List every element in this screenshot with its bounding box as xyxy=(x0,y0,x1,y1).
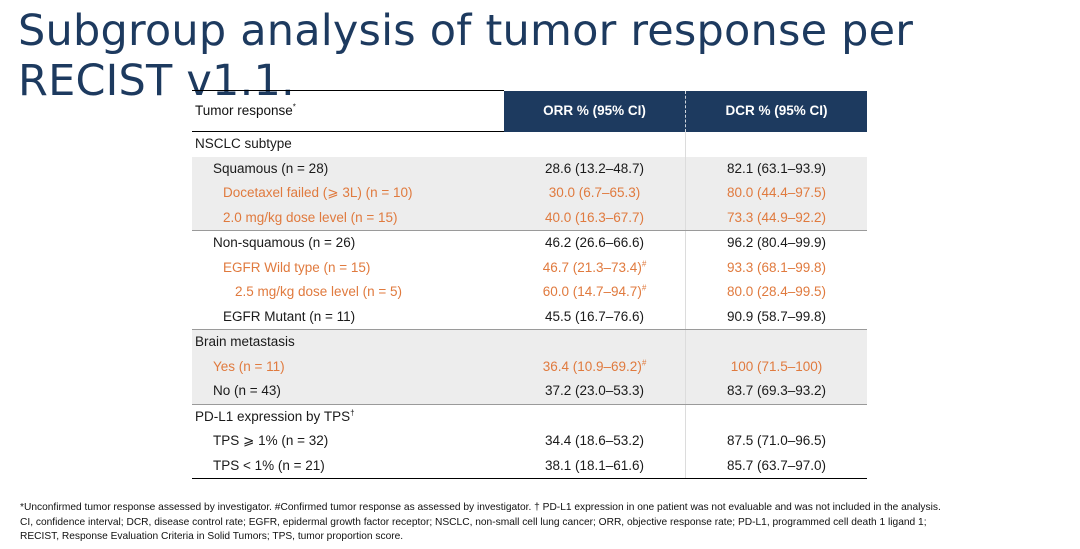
row-label: Non-squamous (n = 26) xyxy=(192,231,504,256)
dcr-value: 73.3 (44.9–92.2) xyxy=(685,205,867,231)
table-row: Docetaxel failed (⩾ 3L) (n = 10) 30.0 (6.… xyxy=(192,181,867,206)
dcr-value: 82.1 (63.1–93.9) xyxy=(685,156,867,181)
orr-value: 45.5 (16.7–76.6) xyxy=(504,304,686,330)
row-label-text: Docetaxel failed (⩾ 3L) (n = 10) xyxy=(223,185,413,200)
row-label: EGFR Wild type (n = 15) xyxy=(192,256,504,281)
orr-value-text: 46.7 (21.3–73.4) xyxy=(542,259,642,275)
row-label-text: EGFR Wild type (n = 15) xyxy=(223,259,371,275)
dcr-value: 90.9 (58.7–99.8) xyxy=(685,304,867,330)
dcr-value xyxy=(686,404,868,429)
table-row: Non-squamous (n = 26) 46.2 (26.6–66.6) 96.… xyxy=(192,230,867,256)
orr-value-text: 34.4 (18.6–53.2) xyxy=(544,433,645,448)
header-tumor-response: Tumor response* xyxy=(192,90,504,132)
row-label-text: Squamous (n = 28) xyxy=(213,160,329,176)
footnote-line-2: CI, confidence interval; DCR, disease co… xyxy=(20,516,927,528)
row-label-text: Brain metastasis xyxy=(195,334,295,349)
orr-value xyxy=(504,404,686,429)
table-row: EGFR Mutant (n = 11) 45.5 (16.7–76.6) 90.9… xyxy=(192,304,867,330)
header-dcr: DCR % (95% CI) xyxy=(685,90,867,132)
dcr-value xyxy=(686,132,868,157)
row-label-sup: † xyxy=(350,408,355,417)
orr-value: 46.7 (21.3–73.4)# xyxy=(504,255,686,280)
table-row: EGFR Wild type (n = 15) 46.7 (21.3–73.4)#… xyxy=(192,255,867,281)
row-label: 2.0 mg/kg dose level (n = 15) xyxy=(192,205,504,231)
row-label: NSCLC subtype xyxy=(192,132,504,157)
dcr-value: 96.2 (80.4–99.9) xyxy=(726,235,827,250)
row-label: Docetaxel failed (⩾ 3L) (n = 10) xyxy=(192,181,504,206)
footnote-line-3: RECIST, Response Evaluation Criteria in … xyxy=(20,531,404,542)
orr-value: 30.0 (6.7–65.3) xyxy=(504,181,686,206)
table-row: No (n = 43) 37.2 (23.0–53.3) 83.7 (69.3–93… xyxy=(192,379,867,405)
dcr-value xyxy=(685,329,867,355)
orr-value-text: 38.1 (18.1–61.6) xyxy=(544,457,645,473)
footnotes: *Unconfirmed tumor response assessed by … xyxy=(20,501,1070,545)
page-title: Subgroup analysis of tumor response per … xyxy=(18,6,914,106)
dcr-value: 93.3 (68.1–99.8) xyxy=(726,259,827,275)
table-row: Brain metastasis xyxy=(192,329,867,355)
row-label-text: No (n = 43) xyxy=(213,383,281,398)
table-row: PD-L1 expression by TPS† xyxy=(192,404,867,429)
orr-value-text: 37.2 (23.0–53.3) xyxy=(544,383,645,398)
table-row: NSCLC subtype xyxy=(192,131,868,157)
orr-value-sup: # xyxy=(641,259,647,268)
orr-value: 34.4 (18.6–53.2) xyxy=(504,429,686,454)
row-label: TPS < 1% (n = 21) xyxy=(192,453,504,479)
orr-value xyxy=(504,329,686,355)
row-label: Brain metastasis xyxy=(192,329,504,355)
orr-value: 28.6 (13.2–48.7) xyxy=(504,156,686,181)
row-label: 2.5 mg/kg dose level (n = 5) xyxy=(192,280,504,305)
table-row: TPS ⩾ 1% (n = 32) 34.4 (18.6–53.2) 87.5 (7… xyxy=(192,429,867,454)
row-label: Squamous (n = 28) xyxy=(192,156,504,181)
row-label: TPS ⩾ 1% (n = 32) xyxy=(192,429,504,454)
orr-value xyxy=(504,131,686,157)
row-label-text: Yes (n = 11) xyxy=(213,358,285,374)
table-row: Yes (n = 11) 36.4 (10.9–69.2)# 100 (71.5–1… xyxy=(192,354,867,379)
row-label: EGFR Mutant (n = 11) xyxy=(192,304,504,330)
footnote-line-1: *Unconfirmed tumor response assessed by … xyxy=(20,502,941,513)
dcr-value: 80.0 (44.4–97.5) xyxy=(685,181,867,206)
row-label-text: NSCLC subtype xyxy=(195,136,292,151)
dcr-value: 83.7 (69.3–93.2) xyxy=(685,379,867,405)
row-label-text: Non-squamous (n = 26) xyxy=(213,235,356,250)
orr-value-text: 46.2 (26.6–66.6) xyxy=(544,235,645,250)
orr-value-text: 36.4 (10.9–69.2) xyxy=(542,358,642,374)
table-row: Squamous (n = 28) 28.6 (13.2–48.7) 82.1 (6… xyxy=(192,156,867,181)
table-row: 2.0 mg/kg dose level (n = 15) 40.0 (16.3–… xyxy=(192,205,867,231)
row-label: Yes (n = 11) xyxy=(192,354,504,379)
orr-value: 40.0 (16.3–67.7) xyxy=(504,205,686,231)
row-label-text: 2.5 mg/kg dose level (n = 5) xyxy=(235,284,402,299)
orr-value: 60.0 (14.7–94.7)# xyxy=(504,280,686,305)
table-row: TPS < 1% (n = 21) 38.1 (18.1–61.6) 85.7 (6… xyxy=(192,453,867,479)
row-label-text: TPS < 1% (n = 21) xyxy=(213,457,325,473)
orr-value-text: 45.5 (16.7–76.6) xyxy=(544,308,645,324)
header-label-sup: * xyxy=(292,102,296,112)
table-row: 2.5 mg/kg dose level (n = 5) 60.0 (14.7–9… xyxy=(192,280,867,305)
orr-value-text: 30.0 (6.7–65.3) xyxy=(548,185,641,200)
tumor-response-table: Tumor response* ORR % (95% CI) DCR % (95… xyxy=(192,90,867,479)
row-label-text: TPS ⩾ 1% (n = 32) xyxy=(213,433,329,448)
dcr-value: 100 (71.5–100) xyxy=(685,354,867,379)
orr-value: 46.2 (26.6–66.6) xyxy=(504,230,686,256)
row-label: No (n = 43) xyxy=(192,379,504,405)
orr-value-sup: # xyxy=(641,358,647,367)
dcr-value: 87.5 (71.0–96.5) xyxy=(726,433,827,448)
header-orr: ORR % (95% CI) xyxy=(504,90,686,132)
dcr-value: 80.0 (28.4–99.5) xyxy=(726,284,827,299)
row-label-text: 2.0 mg/kg dose level (n = 15) xyxy=(223,209,398,225)
dcr-value: 85.7 (63.7–97.0) xyxy=(685,453,867,479)
orr-value: 37.2 (23.0–53.3) xyxy=(504,379,686,405)
row-label: PD-L1 expression by TPS† xyxy=(192,404,504,429)
orr-value: 38.1 (18.1–61.6) xyxy=(504,453,686,479)
orr-value: 36.4 (10.9–69.2)# xyxy=(504,354,686,379)
orr-value-text: 28.6 (13.2–48.7) xyxy=(544,160,645,176)
table-body: NSCLC subtype Squamous (n = 28) 28.6 (13.2… xyxy=(192,131,868,479)
row-label-text: EGFR Mutant (n = 11) xyxy=(223,308,356,324)
row-label-text: PD-L1 expression by TPS xyxy=(195,408,351,424)
orr-value-sup: # xyxy=(641,283,647,293)
table-header-row: Tumor response* ORR % (95% CI) DCR % (95… xyxy=(192,90,867,132)
header-label-text: Tumor response xyxy=(195,103,293,118)
orr-value-text: 60.0 (14.7–94.7) xyxy=(542,284,642,299)
orr-value-text: 40.0 (16.3–67.7) xyxy=(544,209,645,225)
